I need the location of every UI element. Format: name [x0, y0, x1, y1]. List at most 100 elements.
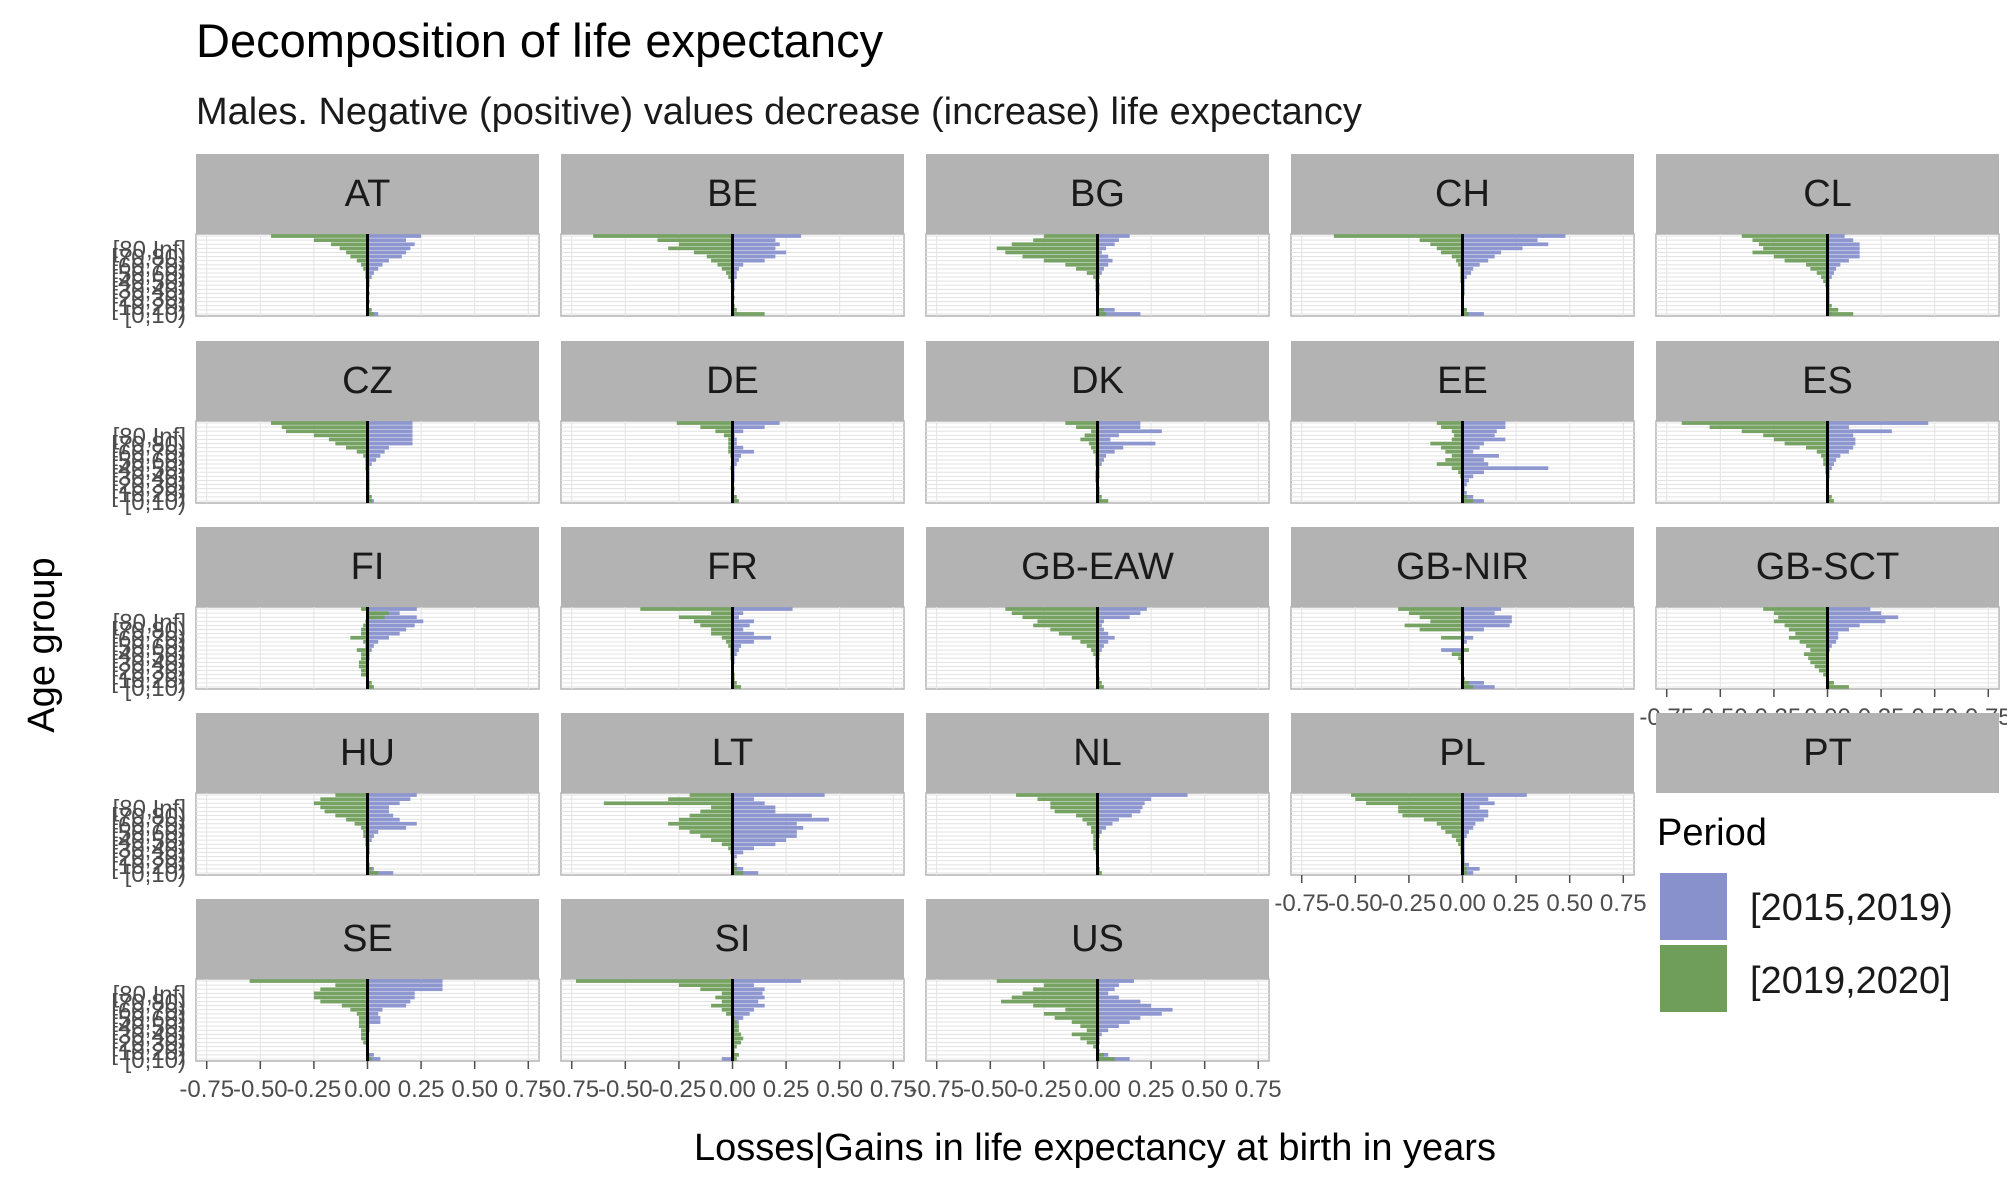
bar: [1097, 258, 1113, 263]
bar: [1097, 793, 1188, 797]
bar: [1091, 830, 1098, 834]
bar: [356, 449, 368, 454]
bar: [367, 681, 372, 685]
bar: [732, 685, 742, 689]
facet-label: AT: [345, 173, 391, 215]
bar: [346, 817, 368, 822]
bar: [728, 275, 733, 279]
bar: [1097, 250, 1102, 255]
bar: [728, 846, 733, 851]
bar: [1043, 258, 1098, 263]
bar: [1080, 1036, 1098, 1041]
bar: [320, 999, 368, 1004]
bar: [1097, 454, 1107, 458]
bar: [678, 615, 733, 620]
bar: [676, 421, 733, 425]
bar: [358, 660, 368, 665]
bar: [1827, 267, 1837, 271]
bar: [732, 421, 780, 425]
bar: [361, 262, 368, 267]
bar: [678, 983, 733, 987]
bar: [1741, 429, 1828, 434]
bar: [1763, 433, 1828, 438]
bar: [1795, 631, 1828, 636]
legend-label-2015-2019: [2015,2019): [1750, 887, 1953, 929]
bar: [732, 793, 825, 797]
bar: [1016, 793, 1098, 797]
bar: [1058, 631, 1098, 636]
bar: [1462, 801, 1495, 806]
bar: [367, 821, 417, 826]
bar: [732, 1016, 744, 1020]
y-tick-label: [0,10): [125, 489, 186, 516]
y-tick-label: [80,Inf]: [113, 609, 186, 636]
bar: [367, 979, 443, 983]
bar: [1080, 437, 1098, 442]
bar: [732, 983, 754, 987]
y-tick-label: [0,10): [125, 861, 186, 888]
bar: [1784, 623, 1828, 628]
x-tick-label: 0.50: [1546, 890, 1593, 917]
bar: [1011, 611, 1098, 615]
bar: [1462, 867, 1467, 871]
bar: [1076, 267, 1098, 271]
bar: [700, 834, 733, 838]
y-tick-label: [70,80): [111, 804, 186, 831]
facet-strip: [1656, 713, 1999, 793]
y-tick-label: [10,20): [111, 667, 186, 694]
bar: [1097, 246, 1107, 251]
bar: [363, 454, 368, 458]
bar: [711, 611, 733, 615]
bar: [732, 437, 737, 442]
bar: [1097, 254, 1109, 259]
bar: [1097, 805, 1143, 810]
facet-label: NL: [1073, 732, 1122, 774]
bar: [732, 797, 754, 801]
bar: [1097, 1016, 1141, 1020]
bar: [367, 627, 407, 632]
bar: [1097, 627, 1104, 632]
bar: [693, 250, 733, 255]
bar: [1097, 821, 1113, 826]
bar: [732, 275, 737, 279]
facet-strip: [561, 713, 904, 793]
bar: [1827, 619, 1886, 624]
bar: [1462, 421, 1506, 425]
bar: [721, 635, 733, 640]
facet-strip: [561, 154, 904, 234]
bar: [1462, 246, 1523, 251]
facet-hu: HU [0,10)[10,20)[20,30)[30,40)[40,50)[50,…: [111, 713, 540, 888]
bar: [1022, 991, 1098, 996]
bar: [1097, 1057, 1115, 1061]
facet-strip: [926, 899, 1269, 979]
bar: [732, 854, 737, 859]
bar: [1827, 275, 1832, 279]
bar: [732, 454, 742, 458]
y-tick-label: [20,30): [111, 845, 186, 872]
bar: [1827, 640, 1837, 644]
y-tick-label: [60,70): [111, 253, 186, 280]
bar: [711, 258, 733, 263]
bar: [1351, 793, 1463, 797]
bar: [1451, 437, 1463, 442]
bar: [1810, 267, 1828, 271]
bar: [721, 267, 733, 271]
x-tick-label: -0.75: [909, 1076, 964, 1103]
bar: [732, 652, 737, 656]
bar: [1462, 817, 1484, 822]
facet-label: SE: [342, 918, 393, 960]
bar: [1097, 495, 1102, 499]
bar: [732, 623, 750, 628]
bar: [1773, 619, 1828, 624]
y-tick-label: [20,30): [111, 1031, 186, 1058]
bar: [1093, 1044, 1098, 1049]
bar: [1451, 652, 1463, 656]
facet-label: HU: [340, 732, 395, 774]
bar: [1093, 652, 1098, 656]
bar: [732, 826, 804, 830]
y-tick-label: [40,50): [111, 828, 186, 855]
bar: [715, 995, 733, 1000]
bar: [1436, 246, 1463, 251]
bar: [1398, 805, 1463, 810]
bar: [1827, 312, 1854, 316]
